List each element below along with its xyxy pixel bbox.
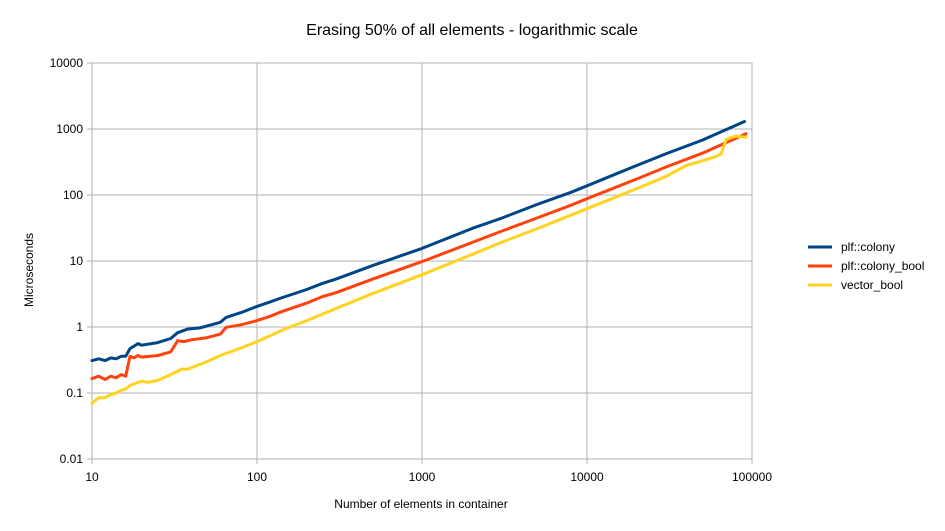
- series-layer: [90, 120, 748, 405]
- y-tick-label: 10000: [50, 56, 84, 70]
- y-tick-label: 1: [76, 320, 83, 334]
- y-tick-label: 100: [63, 188, 83, 202]
- series-line-0: [90, 120, 746, 363]
- x-tick-label: 10000: [570, 470, 604, 484]
- y-tick-label: 0.1: [66, 386, 83, 400]
- y-tick-label: 10: [70, 254, 84, 268]
- series-line-1: [90, 132, 748, 381]
- y-axis-label: Microseconds: [22, 233, 36, 307]
- legend-label: vector_bool: [841, 278, 903, 292]
- chart-title: Erasing 50% of all elements - logarithmi…: [306, 22, 638, 39]
- x-tick-label: 1000: [409, 470, 436, 484]
- series-line-2: [90, 134, 748, 405]
- y-tick-label: 1000: [56, 122, 83, 136]
- y-tick-label: 0.01: [60, 452, 84, 466]
- x-tick-label: 100: [247, 470, 267, 484]
- x-axis-label: Number of elements in container: [334, 497, 507, 511]
- x-tick-label: 100000: [732, 470, 772, 484]
- x-tick-label: 10: [85, 470, 99, 484]
- legend-label: plf::colony: [841, 240, 895, 254]
- legend-label: plf::colony_bool: [841, 259, 924, 273]
- axis-layer: 0.01 0.1 1 10 100 1000 10000 10 100 1000 10000 1000…: [50, 56, 773, 484]
